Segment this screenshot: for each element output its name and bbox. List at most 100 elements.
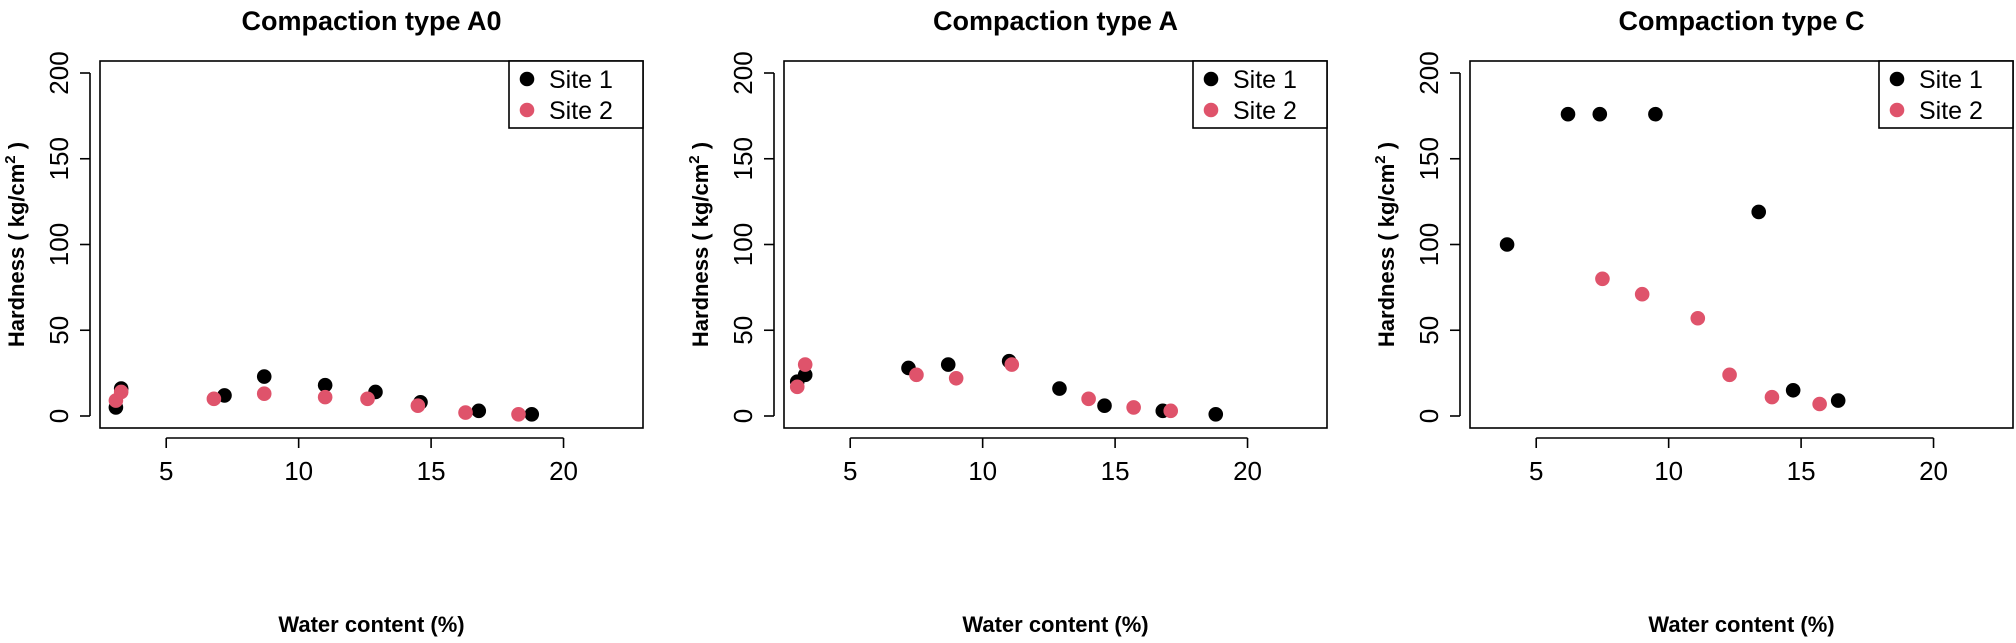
data-point [1208,406,1224,422]
data-point [1004,357,1020,372]
data-point [1052,381,1067,396]
data-point [1690,310,1706,326]
data-point [1592,106,1608,122]
legend-marker [519,71,535,87]
y-axis: 0 50 100 150 200 [44,51,91,423]
y-tick-label: 150 [44,137,74,180]
x-tick-label: 5 [159,456,173,486]
chart-title: Compaction type A0 [241,6,501,36]
plot-frame [783,60,1328,429]
x-tick-label: 10 [968,456,997,486]
data-point [1812,396,1827,412]
x-axis-label: Water content (%) [1648,612,1834,637]
x-tick-label: 15 [1101,456,1130,486]
data-point [410,398,426,414]
y-tick-label: 0 [728,409,758,423]
data-point [797,367,813,383]
legend: Site 1 Site 2 [1192,60,1328,129]
plot-frame [99,60,644,429]
legend-label: Site 2 [549,97,613,125]
data-point [113,384,129,400]
data-point [797,357,813,372]
data-point [1126,400,1141,415]
legend: Site 1 Site 2 [508,60,644,129]
legend-marker [1203,102,1219,118]
data-point [1163,403,1179,419]
x-axis-label: Water content (%) [962,612,1148,637]
y-tick-label: 200 [728,51,758,94]
legend: Site 1 Site 2 [1878,60,2014,129]
y-axis-label: Hardness ( kg/cm2 ) [686,142,713,347]
legend-box [1878,60,2014,129]
data-point [458,405,473,420]
data-point [524,406,540,422]
chart-title: Compaction type C [1618,6,1864,36]
series-1-points [1499,106,1846,408]
data-point [1634,286,1650,302]
y-axis-label: Hardness ( kg/cm2 ) [1372,142,1399,347]
legend-marker [1889,102,1905,118]
legend-marker [519,102,535,118]
y-tick-label: 150 [728,137,758,180]
legend-marker [1203,71,1219,87]
x-tick-label: 20 [1233,456,1262,486]
x-tick-label: 15 [417,456,446,486]
y-tick-label: 100 [44,223,74,266]
data-point [317,389,333,405]
y-axis-label: Hardness ( kg/cm2 ) [2,142,29,347]
x-tick-label: 20 [1919,456,1948,486]
data-point [317,377,333,393]
x-axis: 5 10 15 20 [1529,437,1948,486]
x-tick-label: 15 [1787,456,1816,486]
y-axis-label-superscript: 2 [686,155,703,163]
data-point [940,357,956,372]
data-point [1097,398,1112,414]
y-axis-label-close: ) [1374,142,1399,155]
x-tick-label: 10 [284,456,313,486]
data-point [511,406,526,422]
data-point [360,391,375,407]
legend-label: Site 2 [1233,97,1297,125]
y-axis: 0 50 100 150 200 [1414,51,1461,423]
series-2-points [1595,271,1827,412]
chart-title: Compaction type A [933,6,1178,36]
series-2-points [789,357,1179,419]
y-tick-label: 200 [44,51,74,94]
y-axis: 0 50 100 150 200 [728,51,775,423]
data-point [1560,106,1576,122]
data-point [1648,106,1663,122]
y-tick-label: 0 [44,409,74,423]
y-tick-label: 100 [1414,223,1444,266]
y-axis-label-text: Hardness ( kg/cm [1374,164,1399,347]
data-point [1499,237,1515,252]
y-axis-label-close: ) [688,142,713,155]
x-axis-label: Water content (%) [278,612,464,637]
data-point [1595,271,1610,287]
data-point [1764,389,1780,405]
data-point [1722,367,1737,383]
series-2-points [108,384,526,422]
x-tick-label: 10 [1654,456,1683,486]
x-axis: 5 10 15 20 [843,437,1262,486]
y-tick-label: 50 [44,316,74,345]
y-axis-label-superscript: 2 [2,155,19,163]
legend-box [1192,60,1328,129]
data-point [1785,382,1801,398]
data-point [909,367,924,383]
y-axis-label-text: Hardness ( kg/cm [688,164,713,347]
data-point [1830,393,1846,408]
legend-label: Site 1 [549,66,613,94]
data-point [1751,204,1767,220]
legend-label: Site 1 [1919,66,1983,94]
data-point [948,370,964,386]
legend-label: Site 2 [1919,97,1983,125]
legend-marker [1889,71,1905,87]
y-axis-label-text: Hardness ( kg/cm [4,164,29,347]
legend-box [508,60,644,129]
x-axis: 5 10 15 20 [159,437,578,486]
y-axis-label-superscript: 2 [1372,155,1389,163]
